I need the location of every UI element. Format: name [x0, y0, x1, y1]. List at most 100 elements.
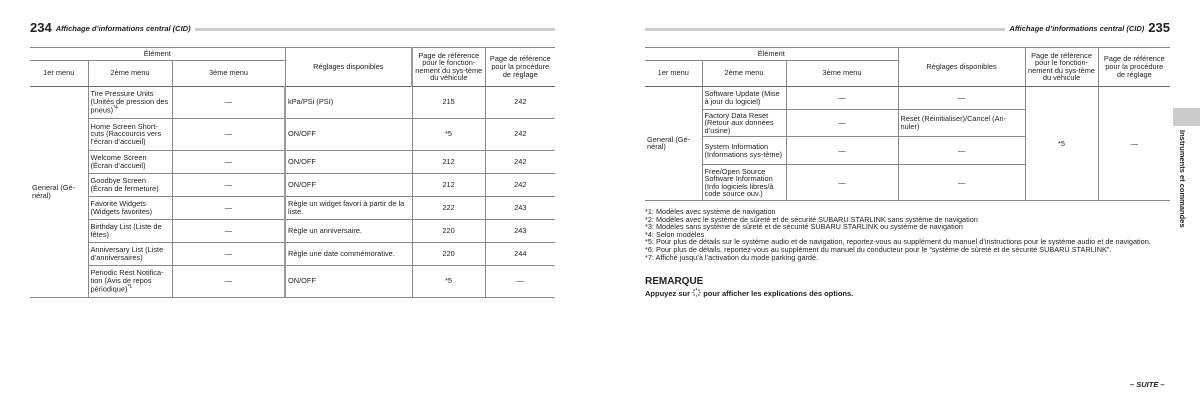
header-rule [194, 28, 555, 31]
menu2-cell: Free/Open Source Software Information (I… [702, 164, 787, 202]
menu3-cell: — [785, 108, 899, 138]
ref-procedure-cell: 242 [484, 117, 556, 151]
menu3-cell: — [171, 195, 287, 220]
menu3-cell: — [171, 218, 287, 243]
header-menu2: 2ème menu [701, 59, 787, 87]
header-menu1: 1er menu [30, 59, 89, 87]
ref-system-cell: 212 [411, 172, 486, 197]
header-ref-system: Page de référence pour le fonction-nemen… [1024, 47, 1099, 87]
menu2-cell: Favorite Widgets (Widgets favorites) [88, 195, 173, 220]
menu3-cell: — [171, 149, 287, 174]
settings-cell: kPa/PSi (PSI) [284, 85, 413, 119]
menu2-cell: Anniversary List (Liste d’anniversaires) [88, 241, 173, 266]
page-number: 235 [1148, 20, 1170, 35]
table-row: Periodic Rest Notifica-tion (Avis de rep… [30, 264, 556, 298]
menu3-cell: — [171, 264, 287, 298]
menu2-cell: Welcome Screen (Écran d’accueil) [88, 149, 173, 174]
menu1-cell: General (Gé-néral) [645, 85, 703, 202]
footnote: *5: Pour plus de détails sur le système … [645, 237, 1151, 247]
header-menu1: 1er menu [645, 59, 703, 87]
ref-procedure-cell: — [484, 264, 556, 298]
menu2-cell: Birthday List (Liste de fêtes) [88, 218, 173, 243]
section-label: Instruments et commandes [1178, 130, 1187, 228]
ref-procedure-cell: 243 [484, 218, 556, 243]
ref-system-cell: 215 [411, 85, 486, 119]
ref-procedure-cell: — [1097, 85, 1171, 202]
menu1-cell: General (Gé-néral) [30, 85, 89, 298]
header-rule [645, 28, 1006, 31]
remark-title: REMARQUE [645, 276, 704, 287]
footnote: *6: Pour plus de détails, reportez-vous … [645, 244, 1112, 254]
table-row: Free/Open Source Software Information (I… [645, 164, 1170, 202]
header-ref-procedure: Page de référence pour la procédure de r… [1097, 47, 1171, 87]
settings-cell: Règle un widget favori à partir de la li… [284, 195, 413, 220]
ref-system-cell: 212 [411, 149, 486, 174]
table-row: Welcome Screen (Écran d’accueil) — ON/OFF 2… [30, 149, 556, 174]
remark-body: Appuyez sur pour afficher les explicatio… [645, 288, 853, 298]
settings-table-left: Élément Réglages disponibles Page de réf… [30, 47, 556, 298]
footnote-ref: *1 [127, 284, 133, 291]
settings-cell: Reset (Réinitialiser)/Cancel (An-nuler) [897, 108, 1026, 138]
settings-cell: — [897, 85, 1026, 110]
menu2-cell: System Information (Informations sys-tèm… [702, 136, 787, 166]
header-ref-system: Page de référence pour le fonction-nemen… [411, 47, 486, 87]
menu2-cell: Factory Data Reset (Retour aux données d… [702, 108, 787, 138]
footnote: *7: Affiché jusqu’à l’activation du mode… [645, 252, 819, 262]
ref-procedure-cell: 242 [484, 149, 556, 174]
menu3-cell: — [171, 241, 287, 266]
settings-cell: ON/OFF [284, 172, 413, 197]
menu2-cell: Periodic Rest Notifica-tion (Avis de rep… [88, 264, 173, 298]
menu3-cell: — [785, 85, 899, 110]
settings-table-right: Élément Réglages disponibles Page de réf… [645, 47, 1171, 202]
menu2-cell: Software Update (Mise à jour du logiciel… [701, 85, 787, 110]
ref-procedure-cell: 243 [484, 195, 556, 220]
table-row: Home Screen Short-cuts (Raccourcis vers … [30, 117, 556, 151]
ref-procedure-cell: 242 [484, 85, 556, 119]
ref-procedure-cell: 242 [484, 172, 556, 197]
table-row: General (Gé-néral) Tire Pressure Units (U… [30, 85, 556, 298]
table-row: General (Gé-néral) Software Update (Mise … [645, 85, 1171, 202]
table-row: Goodbye Screen (Écran de fermeture) — ON/O… [30, 172, 556, 197]
header-menu2: 2ème menu [87, 59, 173, 87]
footnotes: *1: Modèles avec système de navigation *… [645, 208, 1170, 261]
ref-system-cell: *5 [411, 264, 486, 298]
header-settings: Réglages disponibles [284, 47, 414, 87]
ref-procedure-cell: 244 [484, 241, 556, 266]
menu2-cell: Tire Pressure Units (Unités de pression … [87, 85, 173, 119]
table-row: Anniversary List (Liste d’anniversaires)… [30, 241, 556, 266]
continued-label: – SUITE – [1130, 380, 1165, 389]
menu2-cell: Home Screen Short-cuts (Raccourcis vers … [88, 117, 173, 151]
ref-system-cell: 220 [411, 241, 486, 266]
menu3-cell: — [171, 85, 287, 119]
settings-cell: ON/OFF [284, 117, 413, 151]
header-menu3: 3ème menu [171, 59, 286, 87]
table-row: Birthday List (Liste de fêtes) — Règle un … [30, 218, 556, 243]
footnote-ref: *4 [113, 105, 118, 112]
left-page-header: 234 Affichage d’informations central (CI… [30, 20, 555, 34]
info-dots-icon [692, 288, 701, 297]
settings-cell: ON/OFF [284, 149, 413, 174]
ref-system-cell: 220 [411, 218, 486, 243]
ref-system-cell: *5 [1024, 85, 1099, 202]
settings-cell: Règle un anniversaire. [284, 218, 413, 243]
section-tab [1173, 108, 1200, 126]
header-element: Élément [645, 47, 899, 61]
remark-text: Appuyez sur [645, 289, 691, 298]
table-row: Favorite Widgets (Widgets favorites) — Règ… [30, 195, 556, 220]
menu3-cell: — [171, 117, 287, 151]
menu3-cell: — [785, 136, 899, 166]
header-element: Élément [30, 47, 286, 61]
remark-text: pour afficher les explications des optio… [703, 289, 854, 298]
footnote: *3: Modèles sans système de sûreté et de… [645, 222, 963, 232]
settings-cell: ON/OFF [284, 264, 413, 298]
table-row: System Information (Informations sys-tèm… [645, 136, 1170, 166]
page-number: 234 [30, 20, 52, 35]
ref-system-cell: *5 [411, 117, 486, 151]
footnote: *4: Selon modèles [645, 229, 705, 239]
settings-cell: — [897, 136, 1026, 166]
footnote: *2: Modèles avec le système de sûreté et… [645, 214, 978, 224]
footnote: *1: Modèles avec système de navigation [645, 207, 776, 216]
menu3-cell: — [785, 164, 899, 202]
settings-cell: Règle une date commémorative. [284, 241, 413, 266]
page-title: Affichage d’informations central (CID) [55, 24, 191, 33]
